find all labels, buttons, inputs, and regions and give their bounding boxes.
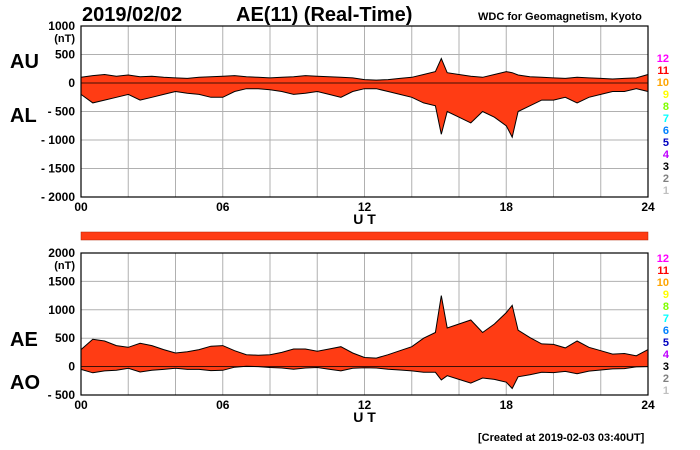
x-tick-label: 12 [358,398,372,412]
y-unit-label: (nT) [54,33,75,45]
legend-level-label: 11 [657,65,669,77]
x-tick-label: 00 [74,398,88,412]
y-tick-label: 500 [55,331,75,345]
y-tick-label: - 500 [48,105,76,119]
legend-level-label: 9 [663,89,669,101]
legend-level-label: 5 [663,337,669,349]
x-tick-label: 06 [216,200,230,214]
x-tick-label: 18 [500,398,514,412]
y-tick-label: - 1500 [41,162,75,176]
y-tick-label: 1000 [48,19,75,33]
series-line-ao [80,365,649,390]
x-tick-label: 06 [216,398,230,412]
legend-level-label: 12 [657,53,669,65]
legend-level-label: 7 [663,113,669,125]
y-tick-label: 500 [55,48,75,62]
legend-level-label: 8 [663,101,669,113]
series-label-ae: AE [10,329,38,351]
series-line-ae [80,295,649,359]
y-tick-label: - 2000 [41,190,75,204]
y-tick-label: - 1000 [41,133,75,147]
legend-level-label: 8 [663,301,669,313]
legend-level-label: 3 [663,361,669,373]
legend-level-label: 1 [663,185,669,197]
x-axis-label: U T [353,409,376,425]
x-tick-label: 18 [500,200,514,214]
data-source-label: WDC for Geomagnetism, Kyoto [478,11,642,23]
legend-level-label: 6 [663,325,669,337]
y-tick-label: - 500 [48,388,76,402]
created-timestamp: [Created at 2019-02-03 03:40UT] [478,432,645,444]
y-tick-label: 1500 [48,274,75,288]
x-tick-label: 24 [641,200,655,214]
legend-level-label: 1 [663,385,669,397]
legend-level-label: 6 [663,125,669,137]
legend-level-label: 10 [657,277,669,289]
legend-level-label: 3 [663,161,669,173]
data-coverage-strip [80,231,649,241]
plot-date: 2019/02/02 [82,4,183,26]
legend-level-label: 11 [657,265,669,277]
x-axis-label: U T [353,211,376,227]
x-tick-label: 00 [74,200,88,214]
legend-level-label: 5 [663,137,669,149]
legend-level-label: 4 [663,149,670,161]
x-tick-label: 24 [641,398,655,412]
series-line-al [80,88,649,139]
y-unit-label: (nT) [54,260,75,272]
series-label-ao: AO [10,372,40,394]
series-fill-band [81,58,648,138]
plot-title: AE(11) (Real-Time) [236,4,413,26]
legend-level-label: 2 [663,373,669,385]
series-line-au [80,57,649,81]
y-tick-label: 1000 [48,303,75,317]
x-tick-label: 12 [358,200,372,214]
legend-level-label: 12 [657,253,669,265]
legend-level-label: 4 [663,349,670,361]
legend-level-label: 2 [663,173,669,185]
plot-frame [80,25,649,198]
legend-level-label: 10 [657,77,669,89]
y-tick-label: 0 [68,76,75,90]
series-label-au: AU [10,51,39,73]
series-fill-band [81,295,648,389]
legend-level-label: 9 [663,289,669,301]
legend-level-label: 7 [663,313,669,325]
series-label-al: AL [10,105,37,127]
y-tick-label: 2000 [48,246,75,260]
y-tick-label: 0 [68,360,75,374]
plot-frame [80,252,649,396]
